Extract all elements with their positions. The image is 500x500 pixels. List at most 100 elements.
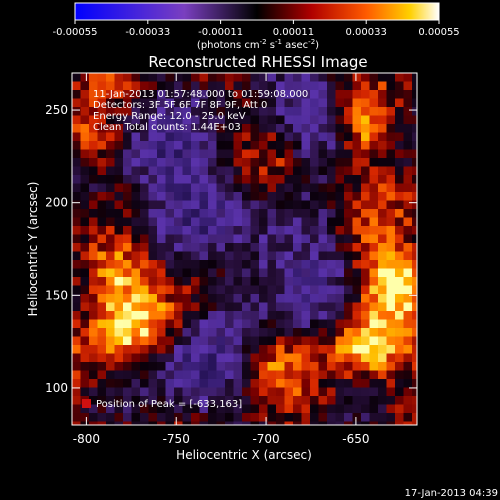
heatmap-cell xyxy=(89,166,98,176)
heatmap-cell xyxy=(148,379,158,388)
heatmap-cell xyxy=(72,200,81,210)
heatmap-cell xyxy=(140,336,149,346)
heatmap-cell xyxy=(72,370,81,380)
heatmap-cell xyxy=(216,336,226,346)
heatmap-cell xyxy=(208,200,217,210)
heatmap-cell xyxy=(284,268,294,278)
heatmap-cell xyxy=(174,336,183,346)
heatmap-cell xyxy=(191,353,200,363)
heatmap-cell xyxy=(89,421,98,425)
heatmap-cell xyxy=(106,90,115,99)
heatmap-cell xyxy=(225,404,234,414)
heatmap-cell xyxy=(225,387,234,397)
heatmap-cell xyxy=(208,336,217,346)
heatmap-cell xyxy=(259,294,268,303)
heatmap-cell xyxy=(216,302,226,312)
heatmap-cell xyxy=(148,175,158,184)
heatmap-cell xyxy=(378,73,387,82)
heatmap-cell xyxy=(259,175,268,184)
heatmap-cell xyxy=(72,217,81,227)
heatmap-cell xyxy=(395,234,404,244)
heatmap-cell xyxy=(352,311,362,320)
heatmap-cell xyxy=(174,396,183,405)
heatmap-cell xyxy=(327,328,336,337)
heatmap-cell xyxy=(318,294,328,303)
heatmap-cell xyxy=(301,175,311,184)
heatmap-cell xyxy=(412,243,417,252)
heatmap-cell xyxy=(267,73,277,82)
heatmap-cell xyxy=(233,183,243,193)
heatmap-cell xyxy=(250,149,260,159)
heatmap-cell xyxy=(386,268,396,278)
heatmap-cell xyxy=(80,413,90,422)
heatmap-cell xyxy=(97,268,107,278)
heatmap-cell xyxy=(284,115,294,125)
heatmap-cell xyxy=(276,319,285,329)
heatmap-cell xyxy=(140,141,149,150)
heatmap-cell xyxy=(225,336,234,346)
heatmap-cell xyxy=(335,124,345,133)
heatmap-cell xyxy=(80,421,90,425)
heatmap-cell xyxy=(165,226,175,235)
heatmap-cell xyxy=(395,285,404,295)
heatmap-cell xyxy=(318,404,328,414)
heatmap-cell xyxy=(352,175,362,184)
heatmap-cell xyxy=(344,336,353,346)
heatmap-cell xyxy=(182,336,192,346)
heatmap-cell xyxy=(284,277,294,286)
heatmap-cell xyxy=(318,141,328,150)
heatmap-cell xyxy=(199,336,209,346)
heatmap-cell xyxy=(259,421,268,425)
colorbar-tick-label: 0.00011 xyxy=(273,27,314,38)
heatmap-cell xyxy=(225,396,234,405)
heatmap-cell xyxy=(106,379,115,388)
heatmap-cell xyxy=(182,149,192,159)
heatmap-cell xyxy=(114,285,124,295)
heatmap-cell xyxy=(318,319,328,329)
heatmap-cell xyxy=(174,413,183,422)
heatmap-cell xyxy=(140,200,149,210)
heatmap-cell xyxy=(386,387,396,397)
heatmap-cell xyxy=(174,404,183,414)
heatmap-cell xyxy=(131,192,141,201)
heatmap-cell xyxy=(327,226,336,235)
colorbar: -0.00055 -0.00033 -0.00011 0.00011 0.00033 0.… xyxy=(53,2,460,51)
heatmap-cell xyxy=(148,413,158,422)
heatmap-cell xyxy=(412,260,417,269)
heatmap-cell xyxy=(284,353,294,363)
heatmap-cell xyxy=(114,336,124,346)
heatmap-cell xyxy=(403,396,413,405)
heatmap-cell xyxy=(250,285,260,295)
heatmap-cell xyxy=(403,302,413,312)
heatmap-cell xyxy=(352,353,362,363)
heatmap-cell xyxy=(148,243,158,252)
heatmap-cell xyxy=(318,285,328,295)
heatmap-cell xyxy=(182,175,192,184)
heatmap-cell xyxy=(335,192,345,201)
heatmap-cell xyxy=(318,421,328,425)
heatmap-cell xyxy=(310,362,319,371)
heatmap-cell xyxy=(182,166,192,176)
heatmap-cell xyxy=(301,294,311,303)
heatmap-cell xyxy=(97,90,107,99)
heatmap-cell xyxy=(106,396,115,405)
heatmap-cell xyxy=(250,98,260,108)
heatmap-cell xyxy=(131,115,141,125)
heatmap-cell xyxy=(318,200,328,210)
heatmap-cell xyxy=(310,175,319,184)
heatmap-cell xyxy=(327,149,336,159)
heatmap-cell xyxy=(310,81,319,91)
heatmap-cell xyxy=(182,132,192,142)
heatmap-cell xyxy=(123,166,132,176)
heatmap-cell xyxy=(403,158,413,167)
heatmap-cell xyxy=(80,200,90,210)
heatmap-cell xyxy=(191,226,200,235)
heatmap-cell xyxy=(352,328,362,337)
heatmap-cell xyxy=(242,124,251,133)
heatmap-cell xyxy=(361,115,370,125)
heatmap-cell xyxy=(233,311,243,320)
heatmap-cell xyxy=(199,90,209,99)
heatmap-cell xyxy=(114,183,124,193)
heatmap-cell xyxy=(216,73,226,82)
heatmap-cell xyxy=(250,107,260,116)
